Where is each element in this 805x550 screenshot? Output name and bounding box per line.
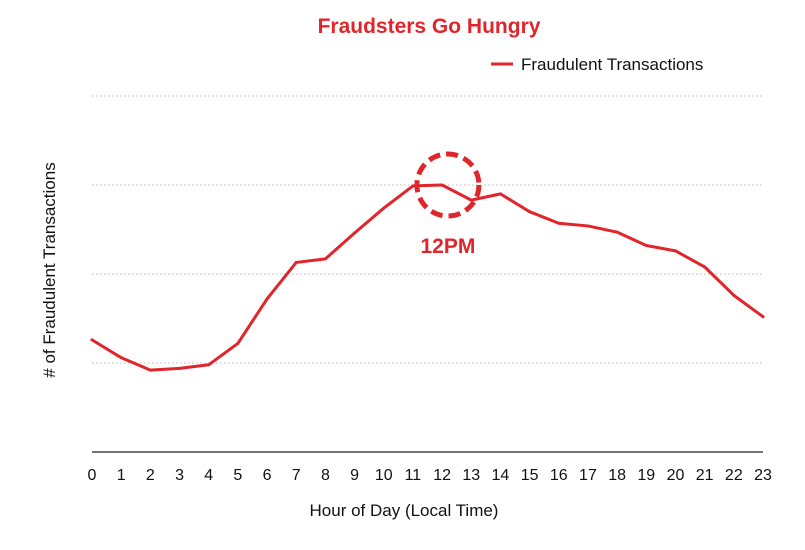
data-point [148, 368, 152, 372]
x-tick-label: 19 [637, 467, 655, 484]
x-tick-label: 5 [233, 467, 242, 484]
legend-label: Fraudulent Transactions [521, 55, 703, 74]
x-tick-label: 0 [88, 467, 97, 484]
data-point [178, 366, 182, 370]
data-point [644, 244, 648, 248]
x-tick-label: 13 [462, 467, 480, 484]
grid-lines [92, 95, 763, 364]
x-tick-label: 15 [521, 467, 539, 484]
x-tick-label: 10 [375, 467, 393, 484]
data-point [382, 206, 386, 210]
x-tick-label: 17 [579, 467, 597, 484]
data-point [557, 221, 561, 225]
data-point [353, 231, 357, 235]
x-tick-label: 14 [492, 467, 510, 484]
data-point [323, 257, 327, 261]
x-tick-labels: 0 1 2 3 4 5 6 7 8 9 10 11 12 13 14 15 16 17 18 19 20 21 22 23 [88, 467, 772, 484]
x-tick-label: 12 [433, 467, 451, 484]
x-tick-label: 6 [263, 467, 272, 484]
data-point [703, 265, 707, 269]
series-layer [90, 183, 765, 372]
x-tick-label: 3 [175, 467, 184, 484]
x-tick-label: 11 [405, 467, 422, 484]
x-tick-label: 16 [550, 467, 568, 484]
x-tick-label: 8 [321, 467, 330, 484]
data-point [119, 356, 123, 360]
data-point [207, 363, 211, 367]
x-tick-label: 23 [754, 467, 772, 484]
x-axis-title: Hour of Day (Local Time) [310, 501, 499, 520]
data-point [673, 249, 677, 253]
x-tick-label: 7 [292, 467, 301, 484]
x-tick-label: 22 [725, 467, 743, 484]
x-tick-label: 9 [350, 467, 359, 484]
x-tick-label: 20 [667, 467, 685, 484]
annotation-label: 12PM [420, 235, 475, 258]
data-point [90, 338, 94, 342]
chart-title: Fraudsters Go Hungry [318, 15, 541, 38]
data-point [440, 183, 444, 187]
data-point [761, 315, 765, 319]
data-point [265, 297, 269, 301]
series-line [90, 183, 765, 372]
chart-legend: Fraudulent Transactions [491, 55, 703, 74]
x-tick-label: 4 [204, 467, 213, 484]
data-point [294, 260, 298, 264]
data-point [411, 184, 415, 188]
x-tick-label: 2 [146, 467, 155, 484]
data-point [528, 210, 532, 214]
data-point [498, 192, 502, 196]
data-point [236, 341, 240, 345]
x-tick-label: 18 [608, 467, 626, 484]
annotation-circle [414, 151, 482, 219]
annotation-layer: 12PM [414, 151, 482, 258]
data-point [732, 293, 736, 297]
x-tick-label: 21 [696, 467, 714, 484]
data-point [615, 230, 619, 234]
x-tick-label: 1 [117, 467, 126, 484]
data-point [586, 224, 590, 228]
y-axis-title: # of Fraudulent Transactions [40, 162, 59, 377]
